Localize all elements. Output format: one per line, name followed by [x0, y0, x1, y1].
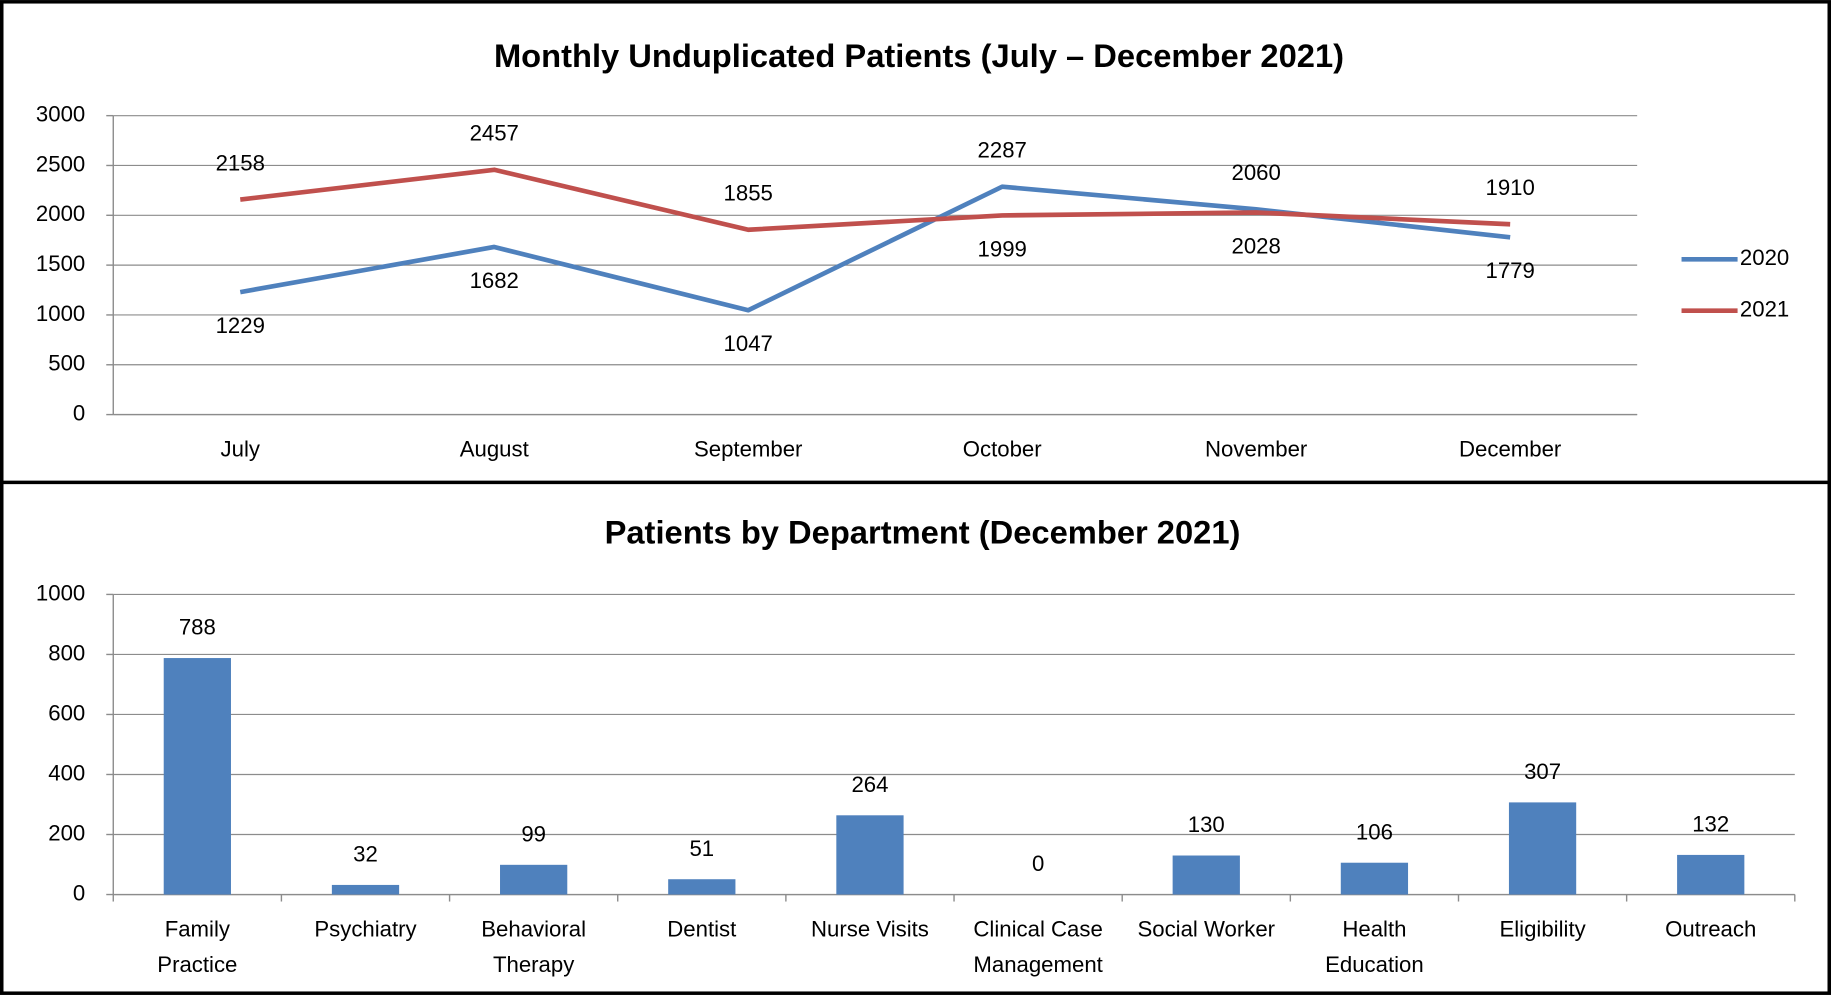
data-label: 99: [521, 821, 546, 846]
x-tick-label: Social Worker: [1137, 917, 1275, 942]
legend-label: 2021: [1740, 297, 1789, 322]
y-tick-label: 1000: [36, 580, 85, 605]
y-tick-label: 3000: [36, 102, 85, 127]
y-tick-label: 200: [48, 820, 85, 845]
data-label: 132: [1692, 812, 1729, 837]
x-tick-label: October: [963, 437, 1042, 462]
chart-title: Patients by Department (December 2021): [605, 514, 1241, 551]
bar: [331, 884, 400, 895]
y-tick-label: 400: [48, 760, 85, 785]
y-tick-label: 2000: [36, 201, 85, 226]
bar: [1508, 802, 1577, 895]
bar: [1340, 862, 1409, 895]
data-label: 2457: [470, 121, 519, 146]
data-label: 2060: [1232, 160, 1281, 185]
x-tick-label: Health Education: [1325, 917, 1424, 977]
data-label: 1682: [470, 268, 519, 293]
y-tick-label: 1000: [36, 301, 85, 326]
series-line: [239, 184, 1511, 313]
series-line: [239, 167, 1511, 233]
x-tick-label: November: [1205, 437, 1308, 462]
y-tick-label: 2500: [36, 151, 85, 176]
x-tick-label: Family Practice: [157, 917, 237, 977]
x-tick-label: Nurse Visits: [811, 917, 929, 942]
data-label: 1855: [724, 181, 773, 206]
y-tick-label: 0: [73, 400, 85, 425]
y-tick-label: 0: [73, 880, 85, 905]
data-label: 788: [179, 615, 216, 640]
data-label: 1229: [216, 313, 265, 338]
x-tick-label: Behavioral Therapy: [481, 917, 586, 977]
y-tick-label: 600: [48, 700, 85, 725]
bar: [836, 815, 904, 895]
data-label: 106: [1356, 819, 1393, 844]
data-label: 1910: [1486, 175, 1535, 200]
bar: [668, 879, 736, 895]
data-label: 307: [1524, 759, 1561, 784]
y-tick-label: 500: [48, 351, 85, 376]
data-label: 1779: [1486, 258, 1535, 283]
data-label: 2158: [216, 150, 265, 175]
data-label: 1999: [978, 236, 1027, 261]
x-tick-label: Dentist: [667, 917, 736, 942]
data-label: 1047: [724, 331, 773, 356]
bar: [163, 658, 231, 895]
x-tick-label: July: [221, 437, 261, 462]
data-label: 0: [1032, 851, 1044, 876]
x-tick-label: Clinical Case Management: [973, 917, 1102, 977]
x-tick-label: Psychiatry: [314, 917, 417, 942]
x-tick-label: December: [1459, 437, 1562, 462]
bar: [1677, 854, 1745, 895]
bar: [500, 864, 568, 895]
data-label: 32: [353, 842, 378, 867]
legend-label: 2020: [1740, 245, 1789, 270]
data-label: 2028: [1232, 233, 1281, 258]
data-label: 130: [1188, 812, 1225, 837]
data-label: 264: [851, 772, 888, 797]
data-label: 2287: [978, 138, 1027, 163]
y-tick-label: 1500: [36, 251, 85, 276]
x-tick-label: September: [694, 437, 803, 462]
x-tick-label: Eligibility: [1499, 917, 1586, 942]
y-tick-label: 800: [48, 640, 85, 665]
bar: [1172, 855, 1240, 895]
chart-title: Monthly Unduplicated Patients (July – De…: [494, 37, 1344, 74]
data-label: 51: [689, 836, 714, 861]
x-tick-label: Outreach: [1665, 917, 1756, 942]
x-tick-label: August: [460, 437, 529, 462]
